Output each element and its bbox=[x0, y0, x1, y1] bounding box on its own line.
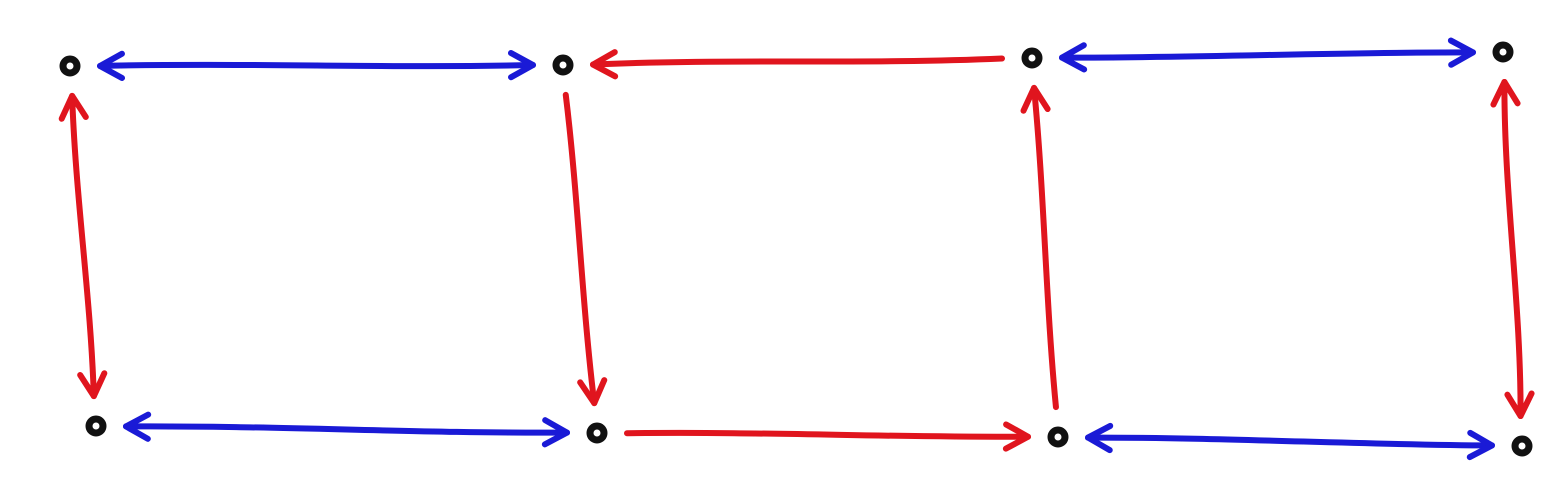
node-top-1 bbox=[59, 55, 81, 77]
arrowhead-top-4-icon bbox=[1447, 37, 1476, 68]
node-bottom-1 bbox=[85, 415, 107, 437]
node-ring bbox=[552, 54, 574, 76]
node-top-2 bbox=[552, 54, 574, 76]
arrowhead-bottom-1-icon bbox=[77, 370, 108, 400]
edge-top-2-bottom-2 bbox=[562, 91, 598, 407]
node-ring bbox=[1047, 426, 1069, 448]
edge-bottom-1-bottom-2 bbox=[122, 423, 571, 436]
arrowhead-bottom-1-icon bbox=[122, 411, 152, 442]
arrowhead-top-4-icon bbox=[1490, 78, 1521, 108]
node-ring bbox=[1511, 435, 1533, 457]
node-bottom-2 bbox=[586, 422, 608, 444]
arrowhead-bottom-3-icon bbox=[1084, 422, 1114, 454]
arrowhead-bottom-3-icon bbox=[1002, 421, 1031, 452]
arrowhead-top-3-icon bbox=[1020, 84, 1051, 114]
node-top-4 bbox=[1492, 41, 1514, 63]
node-ring bbox=[586, 422, 608, 444]
arrowhead-top-2-icon bbox=[507, 50, 536, 81]
node-bottom-3 bbox=[1047, 426, 1069, 448]
arrowhead-top-1-icon bbox=[58, 92, 89, 122]
arrowhead-top-3-icon bbox=[1059, 42, 1088, 73]
arrowhead-top-1-icon bbox=[96, 50, 126, 81]
nodes-layer bbox=[59, 41, 1533, 457]
edge-top-4-bottom-4 bbox=[1501, 78, 1524, 420]
node-ring bbox=[1021, 47, 1043, 69]
arrowhead-top-2-icon bbox=[589, 49, 619, 80]
arrowhead-bottom-2-icon bbox=[541, 417, 571, 448]
arrowhead-bottom-4-icon bbox=[1504, 390, 1535, 420]
edge-top-3-top-4 bbox=[1059, 49, 1476, 61]
node-ring bbox=[85, 415, 107, 437]
node-top-3 bbox=[1021, 47, 1043, 69]
node-ring bbox=[1492, 41, 1514, 63]
arrowhead-bottom-2-icon bbox=[577, 377, 608, 407]
edges-layer bbox=[58, 37, 1535, 461]
edge-bottom-2-bottom-3 bbox=[623, 429, 1031, 440]
edge-bottom-3-top-3 bbox=[1031, 84, 1059, 411]
node-bottom-4 bbox=[1511, 435, 1533, 457]
edge-top-1-top-2 bbox=[96, 61, 536, 70]
arrowhead-bottom-4-icon bbox=[1466, 429, 1496, 461]
edge-top-3-top-2 bbox=[589, 55, 1005, 68]
edge-bottom-3-bottom-4 bbox=[1084, 434, 1496, 449]
node-ring bbox=[59, 55, 81, 77]
edge-top-1-bottom-1 bbox=[69, 92, 97, 400]
